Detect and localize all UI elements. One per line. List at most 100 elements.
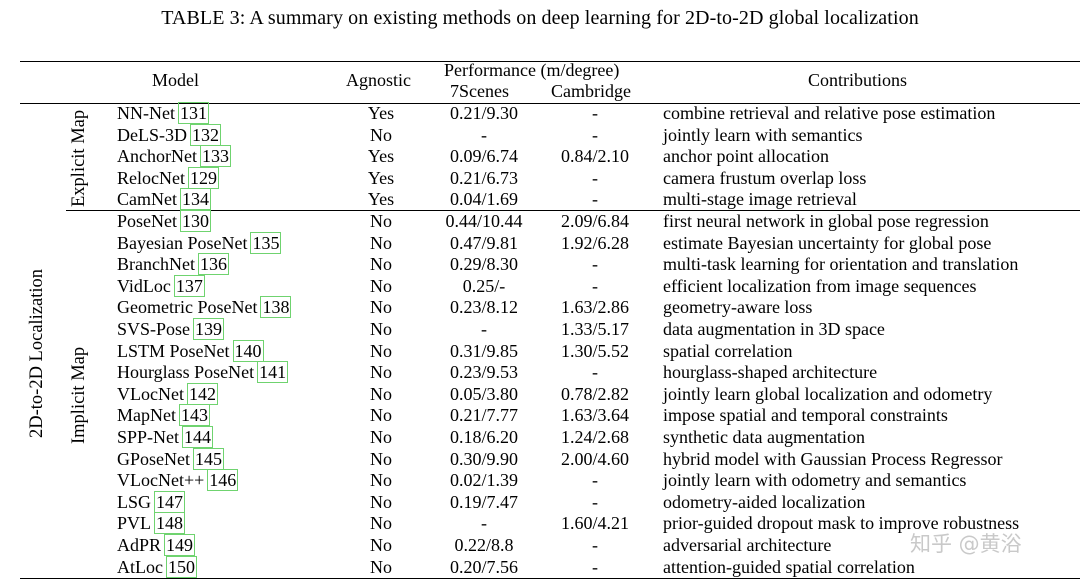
citation-link[interactable]: 140 [232,339,264,362]
cambridge-cell: - [592,124,598,145]
citation-link[interactable]: 142 [186,382,218,405]
cambridge-cell: 1.63/3.64 [560,405,629,426]
contribution-cell: odometry-aided localization [663,491,866,512]
model-name: AnchorNet [117,146,197,167]
contribution-cell: data augmentation in 3D space [663,319,885,339]
sevenscenes-cell: 0.04/1.69 [449,189,518,210]
model-name: SPP-Net [117,427,180,447]
contribution-cell: spatial correlation [663,340,793,361]
top-rule [20,61,1080,63]
model-name: VidLoc [117,275,171,296]
cambridge-cell: 0.84/2.10 [560,146,629,167]
model-name: PVL [117,513,152,534]
sevenscenes-cell: 0.19/7.47 [449,491,518,512]
header-7scenes: 7Scenes [450,81,509,101]
cambridge-cell: 2.09/6.84 [560,211,629,231]
sevenscenes-cell: 0.31/9.85 [449,340,518,361]
cambridge-cell: - [592,275,598,296]
model-cell: BranchNet 136 [117,253,229,276]
citation-link[interactable]: 133 [199,145,231,168]
citation-link[interactable]: 150 [165,555,197,578]
model-cell: AtLoc 150 [117,555,197,579]
model-cell: LSTM PoseNet 140 [117,339,264,363]
agnostic-cell: No [370,448,392,469]
sevenscenes-cell: 0.23/8.12 [449,297,518,318]
contribution-cell: adversarial architecture [663,535,832,555]
model-cell: VidLoc 137 [117,274,205,298]
agnostic-cell: No [370,254,392,275]
model-name: GPoseNet [117,448,190,469]
contribution-cell: prior-guided dropout mask to improve rob… [663,513,1020,534]
sevenscenes-cell: 0.09/6.74 [449,146,518,167]
citation-link[interactable]: 135 [250,231,282,254]
citation-link[interactable]: 146 [207,469,239,492]
model-name: BranchNet [117,254,195,275]
citation-link[interactable]: 132 [190,123,221,146]
model-cell: VLocNet++ 146 [117,469,239,492]
citation-link[interactable]: 138 [260,296,292,319]
contribution-cell: jointly learn global localization and od… [663,383,993,404]
contribution-cell: multi-task learning for orientation and … [663,254,1019,275]
citation-link[interactable]: 145 [193,447,224,470]
agnostic-cell: No [370,275,392,296]
sevenscenes-cell: - [481,513,487,534]
model-name: VLocNet [117,383,184,404]
sevenscenes-cell: 0.47/9.81 [449,232,518,253]
sevenscenes-cell: 0.23/9.53 [449,362,518,383]
cambridge-cell: 1.60/4.21 [560,513,629,534]
model-cell: GPoseNet 145 [117,447,224,471]
citation-link[interactable]: 147 [154,490,186,513]
citation-link[interactable]: 136 [197,253,229,276]
model-name: AtLoc [117,556,163,577]
agnostic-cell: No [370,383,392,404]
contribution-cell: estimate Bayesian uncertainty for global… [663,232,992,253]
citation-link[interactable]: 144 [182,426,214,448]
header-model: Model [152,70,199,90]
contribution-cell: efficient localization from image sequen… [663,275,977,296]
citation-link[interactable]: 130 [180,210,211,232]
sevenscenes-cell: 0.20/7.56 [449,556,518,577]
sevenscenes-cell: 0.22/8.8 [454,535,514,555]
sevenscenes-cell: 0.21/7.77 [449,405,518,426]
cambridge-cell: 1.63/2.86 [560,297,629,318]
cambridge-cell: 0.78/2.82 [560,383,629,404]
agnostic-cell: No [370,297,392,318]
model-name: Bayesian PoseNet [117,232,248,253]
citation-link[interactable]: 129 [187,166,219,189]
model-cell: PVL 148 [117,512,186,535]
citation-link[interactable]: 134 [180,188,211,211]
citation-link[interactable]: 143 [178,404,210,427]
sevenscenes-cell: 0.21/9.30 [449,103,518,123]
citation-link[interactable]: 148 [154,512,186,535]
cambridge-cell: - [592,189,598,210]
model-cell: DeLS-3D 132 [117,123,221,147]
model-cell: NN-Net 131 [117,102,209,125]
citation-link[interactable]: 131 [177,102,209,124]
sevenscenes-cell: 0.18/6.20 [449,427,518,447]
agnostic-cell: Yes [367,189,395,210]
agnostic-cell: No [370,427,392,447]
model-cell: MapNet 143 [117,404,210,427]
citation-link[interactable]: 139 [193,318,225,340]
contribution-cell: jointly learn with semantics [663,124,863,145]
model-name: RelocNet [117,167,185,188]
sevenscenes-cell: 0.21/6.73 [449,167,518,188]
model-name: AdPR [117,535,162,555]
cambridge-cell: - [592,470,598,491]
model-name: CamNet [117,189,177,210]
model-name: DeLS-3D [117,124,187,145]
model-name: NN-Net [117,103,175,123]
header-agnostic: Agnostic [346,70,411,90]
agnostic-cell: No [370,340,392,361]
model-cell: Hourglass PoseNet 141 [117,361,289,384]
citation-link[interactable]: 149 [164,534,196,556]
contribution-cell: first neural network in global pose regr… [663,211,989,231]
citation-link[interactable]: 141 [257,361,289,384]
model-cell: RelocNet 129 [117,166,219,190]
agnostic-cell: No [370,535,392,555]
agnostic-cell: Yes [367,103,395,123]
citation-link[interactable]: 137 [173,274,205,297]
cambridge-cell: 1.24/2.68 [560,427,629,447]
agnostic-cell: Yes [367,167,395,188]
